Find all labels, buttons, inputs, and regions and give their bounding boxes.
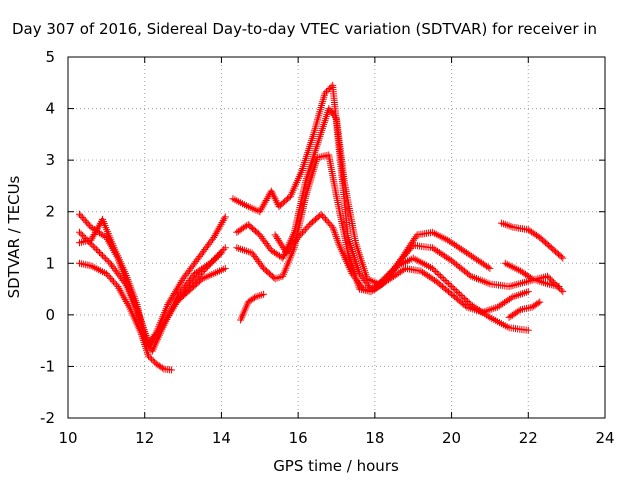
data-point-markers xyxy=(271,210,532,316)
y-tick-label: 2 xyxy=(45,203,55,221)
series-track-d xyxy=(76,228,225,350)
x-tick-label: 20 xyxy=(442,429,461,447)
x-tick-label: 22 xyxy=(519,429,538,447)
series-track-l xyxy=(501,259,563,290)
series-track-e xyxy=(175,264,229,303)
x-tick-label: 10 xyxy=(58,429,77,447)
chart-title: Day 307 of 2016, Sidereal Day-to-day VTE… xyxy=(12,20,597,38)
x-tick-label: 16 xyxy=(289,429,308,447)
data-point-markers xyxy=(175,264,229,303)
y-tick-label: -2 xyxy=(40,409,55,427)
y-tick-label: 5 xyxy=(45,48,55,66)
x-tick-label: 24 xyxy=(595,429,614,447)
data-point-markers xyxy=(237,290,268,324)
y-tick-label: 1 xyxy=(45,254,55,272)
data-point-markers xyxy=(76,228,225,350)
series-track-i xyxy=(271,210,532,316)
data-point-markers xyxy=(501,259,563,290)
series-track-c xyxy=(76,259,176,374)
series-track-h xyxy=(233,151,532,334)
x-axis-label: GPS time / hours xyxy=(273,457,399,475)
x-tick-label: 12 xyxy=(135,429,154,447)
series-track-m xyxy=(505,298,544,321)
x-tick-label: 14 xyxy=(212,429,231,447)
y-tick-label: 4 xyxy=(45,100,55,118)
data-point-markers xyxy=(76,215,229,355)
series-track-j xyxy=(237,290,268,324)
data-point-markers xyxy=(505,298,544,321)
y-tick-label: -1 xyxy=(40,357,55,375)
x-tick-label: 18 xyxy=(365,429,384,447)
data-point-markers xyxy=(497,219,567,262)
y-tick-label: 0 xyxy=(45,306,55,324)
data-point-markers xyxy=(76,259,176,374)
data-point-markers xyxy=(233,151,532,334)
y-tick-label: 3 xyxy=(45,151,55,169)
plot-frame xyxy=(67,56,606,419)
series-track-k xyxy=(497,219,567,262)
series-track-b xyxy=(76,215,229,355)
y-axis-label: SDTVAR / TECUs xyxy=(5,175,23,298)
data-marks xyxy=(76,81,567,374)
